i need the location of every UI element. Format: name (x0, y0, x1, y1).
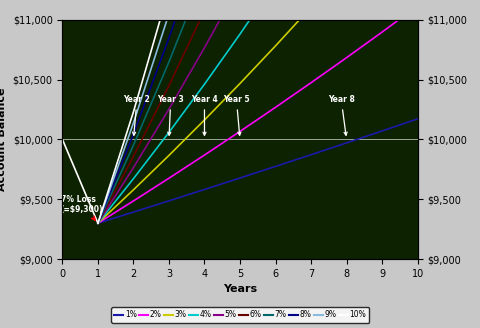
Text: Year 2: Year 2 (124, 95, 150, 135)
Text: Year 5: Year 5 (223, 95, 250, 135)
Text: Year 4: Year 4 (191, 95, 218, 135)
Text: Year 3: Year 3 (157, 95, 184, 135)
Legend: 1%, 2%, 3%, 4%, 5%, 6%, 7%, 8%, 9%, 10%: 1%, 2%, 3%, 4%, 5%, 6%, 7%, 8%, 9%, 10% (111, 307, 369, 322)
Text: Year 8: Year 8 (328, 95, 355, 135)
X-axis label: Years: Years (223, 284, 257, 295)
Text: 7% Loss
(=$9,300): 7% Loss (=$9,300) (60, 195, 103, 220)
Y-axis label: Account Balance: Account Balance (0, 88, 7, 191)
